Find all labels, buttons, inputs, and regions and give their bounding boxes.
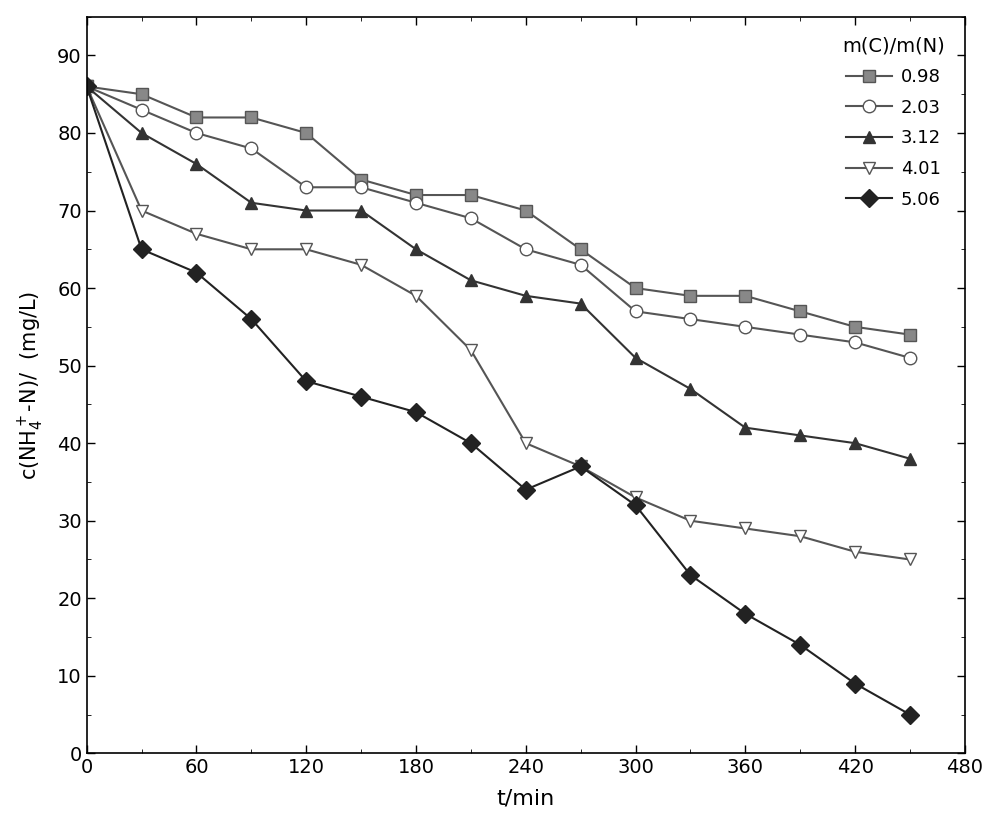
0.98: [684, 291, 696, 301]
3.12: [245, 198, 257, 208]
2.03: [904, 353, 916, 363]
4.01: [136, 205, 148, 215]
Line: 5.06: 5.06: [80, 80, 916, 721]
5.06: [849, 679, 861, 689]
4.01: [630, 493, 642, 502]
5.06: [355, 392, 367, 402]
0.98: [465, 190, 477, 200]
X-axis label: t/min: t/min: [497, 789, 555, 808]
2.03: [190, 128, 202, 138]
Legend: 0.98, 2.03, 3.12, 4.01, 5.06: 0.98, 2.03, 3.12, 4.01, 5.06: [831, 26, 956, 219]
0.98: [849, 322, 861, 332]
0.98: [410, 190, 422, 200]
5.06: [520, 485, 532, 495]
5.06: [465, 438, 477, 448]
4.01: [300, 244, 312, 254]
3.12: [81, 82, 93, 92]
2.03: [520, 244, 532, 254]
4.01: [190, 229, 202, 238]
4.01: [739, 524, 751, 534]
3.12: [575, 299, 587, 309]
0.98: [575, 244, 587, 254]
5.06: [81, 82, 93, 92]
2.03: [136, 105, 148, 115]
Line: 3.12: 3.12: [80, 80, 916, 465]
2.03: [245, 144, 257, 153]
0.98: [520, 205, 532, 215]
5.06: [410, 408, 422, 417]
2.03: [684, 314, 696, 324]
2.03: [630, 306, 642, 316]
3.12: [684, 384, 696, 394]
5.06: [300, 376, 312, 386]
5.06: [684, 570, 696, 580]
2.03: [410, 198, 422, 208]
0.98: [81, 82, 93, 92]
5.06: [630, 500, 642, 510]
0.98: [190, 112, 202, 122]
3.12: [410, 244, 422, 254]
3.12: [739, 422, 751, 432]
3.12: [355, 205, 367, 215]
4.01: [575, 461, 587, 471]
Line: 4.01: 4.01: [80, 80, 916, 566]
2.03: [81, 82, 93, 92]
4.01: [355, 260, 367, 270]
0.98: [794, 306, 806, 316]
5.06: [245, 314, 257, 324]
0.98: [355, 175, 367, 185]
4.01: [904, 554, 916, 564]
2.03: [849, 337, 861, 347]
Line: 2.03: 2.03: [80, 80, 916, 364]
2.03: [739, 322, 751, 332]
5.06: [190, 267, 202, 277]
0.98: [245, 112, 257, 122]
Y-axis label: c(NH$_4^+$-N)/  (mg/L): c(NH$_4^+$-N)/ (mg/L): [17, 290, 46, 479]
0.98: [300, 128, 312, 138]
Line: 0.98: 0.98: [80, 80, 916, 341]
3.12: [465, 276, 477, 285]
3.12: [630, 353, 642, 363]
0.98: [904, 330, 916, 340]
0.98: [630, 283, 642, 293]
3.12: [520, 291, 532, 301]
2.03: [355, 182, 367, 192]
3.12: [849, 438, 861, 448]
4.01: [684, 516, 696, 526]
4.01: [81, 82, 93, 92]
4.01: [410, 291, 422, 301]
0.98: [739, 291, 751, 301]
4.01: [849, 547, 861, 557]
5.06: [904, 710, 916, 719]
4.01: [465, 345, 477, 355]
4.01: [245, 244, 257, 254]
3.12: [190, 159, 202, 169]
5.06: [739, 609, 751, 619]
3.12: [300, 205, 312, 215]
3.12: [794, 431, 806, 441]
5.06: [794, 640, 806, 650]
0.98: [136, 89, 148, 99]
2.03: [300, 182, 312, 192]
5.06: [136, 244, 148, 254]
2.03: [794, 330, 806, 340]
4.01: [794, 531, 806, 541]
2.03: [465, 214, 477, 224]
4.01: [520, 438, 532, 448]
2.03: [575, 260, 587, 270]
3.12: [136, 128, 148, 138]
3.12: [904, 454, 916, 464]
5.06: [575, 461, 587, 471]
